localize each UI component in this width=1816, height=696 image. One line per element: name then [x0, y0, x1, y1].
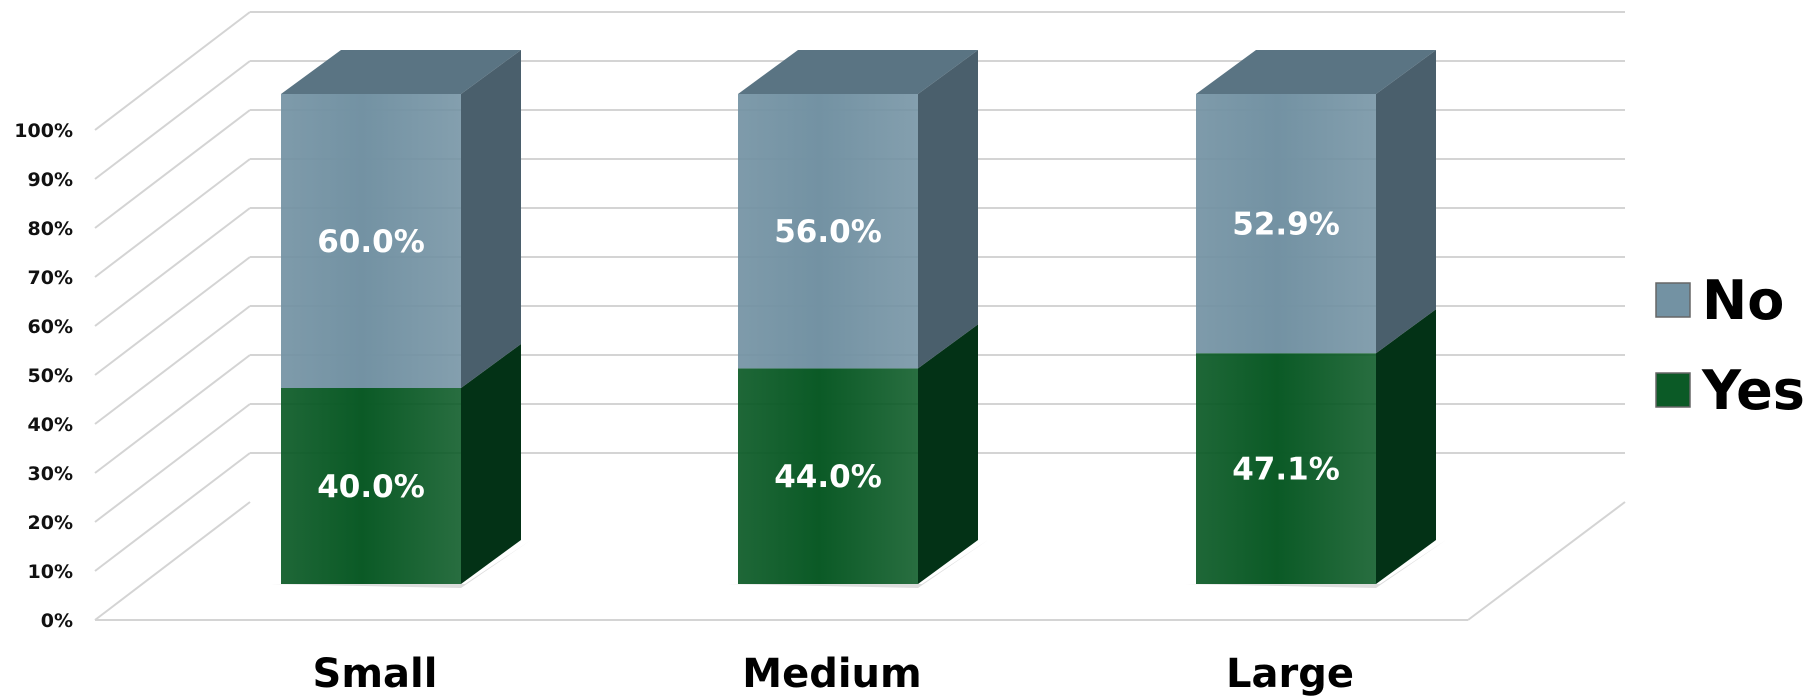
bar-top-large	[1196, 50, 1436, 94]
y-tick-label: 30%	[28, 463, 73, 485]
gridline-side	[94, 158, 251, 278]
bars	[271, 50, 1446, 588]
legend-swatch-yes	[1655, 372, 1691, 408]
gridline-side	[94, 11, 251, 131]
data-label-yes-large: 47.1%	[1232, 452, 1340, 488]
bar-side-yes-large	[1376, 309, 1436, 584]
bar-top-medium	[738, 50, 978, 94]
data-label-no-medium: 56.0%	[774, 214, 882, 250]
data-label-yes-medium: 44.0%	[774, 459, 882, 495]
floor-right-edge	[1467, 501, 1626, 621]
gridline-side	[94, 452, 251, 572]
legend-swatch-no	[1655, 282, 1691, 318]
y-tick-label: 10%	[28, 561, 73, 583]
bar-segment-yes-large	[1196, 353, 1376, 584]
y-tick-label: 40%	[28, 414, 73, 436]
legend-label-no: No	[1702, 269, 1784, 332]
y-tick-label: 70%	[28, 267, 73, 289]
bar-segment-no-large	[1196, 94, 1376, 354]
bar-side-no-small	[461, 50, 521, 388]
category-label-small: Small	[313, 651, 438, 696]
gridline-side	[94, 403, 251, 523]
data-label-no-large: 52.9%	[1232, 207, 1340, 243]
bar-side-yes-small	[461, 344, 521, 584]
y-tick-label: 80%	[28, 218, 73, 240]
y-tick-label: 60%	[28, 316, 73, 338]
legend: No Yes	[1655, 269, 1805, 422]
data-labels: 40.0% 60.0% 44.0% 56.0% 47.1% 52.9%	[317, 207, 1340, 505]
bar-segment-no-small	[281, 94, 461, 388]
gridline-side	[94, 60, 251, 180]
data-label-yes-small: 40.0%	[317, 469, 425, 505]
gridline-side	[94, 354, 251, 474]
gridline-side	[94, 501, 251, 621]
y-tick-label: 90%	[28, 169, 73, 191]
bar-segment-yes-small	[281, 388, 461, 584]
bar-segment-yes-medium	[738, 368, 918, 584]
bar-segment-no-medium	[738, 94, 918, 369]
bar-top-small	[281, 50, 521, 94]
y-tick-label: 100%	[14, 120, 73, 142]
y-axis-tick-labels: 0% 10% 20% 30% 40% 50% 60% 70% 80% 90% 100%	[14, 120, 73, 632]
gridline-side	[94, 207, 251, 327]
category-labels: Small Medium Large	[313, 651, 1354, 696]
category-label-medium: Medium	[742, 651, 921, 696]
bar-side-no-medium	[918, 50, 978, 369]
category-label-large: Large	[1226, 651, 1354, 696]
y-tick-label: 50%	[28, 365, 73, 387]
gridline-side	[94, 256, 251, 376]
gridline-side	[94, 305, 251, 425]
bar-side-yes-medium	[918, 324, 978, 584]
data-label-no-small: 60.0%	[317, 224, 425, 260]
y-tick-label: 0%	[41, 610, 73, 632]
bar-side-no-large	[1376, 50, 1436, 354]
gridline-side	[94, 109, 251, 229]
y-tick-label: 20%	[28, 512, 73, 534]
legend-label-yes: Yes	[1701, 359, 1805, 422]
